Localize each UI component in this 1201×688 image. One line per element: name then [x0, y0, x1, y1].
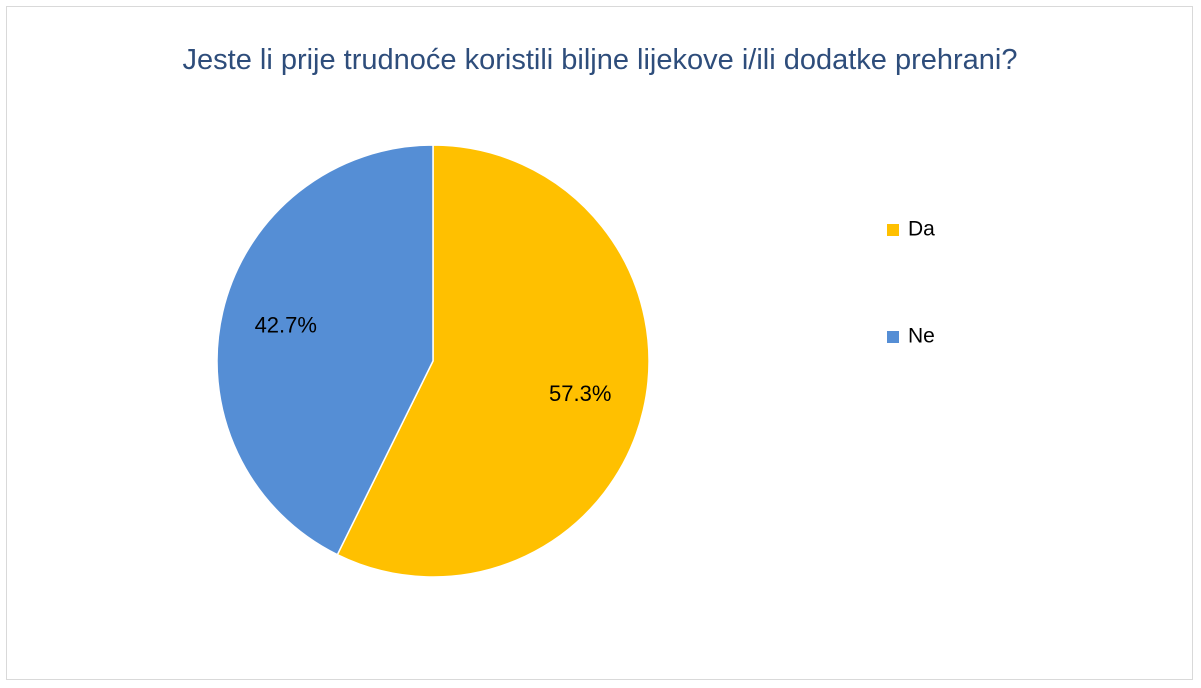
- legend-swatch: [887, 331, 899, 343]
- legend-label: Ne: [908, 325, 935, 348]
- pie-slice: [336, 144, 650, 578]
- legend-swatch: [887, 224, 899, 236]
- chart-title: Jeste li prije trudnoće koristili biljne…: [182, 44, 1018, 76]
- pie-slice: [216, 144, 434, 556]
- chart-frame: [6, 6, 1193, 680]
- legend-label: Da: [908, 218, 935, 241]
- data-label: 42.7%: [255, 312, 317, 337]
- data-label: 57.3%: [549, 381, 611, 406]
